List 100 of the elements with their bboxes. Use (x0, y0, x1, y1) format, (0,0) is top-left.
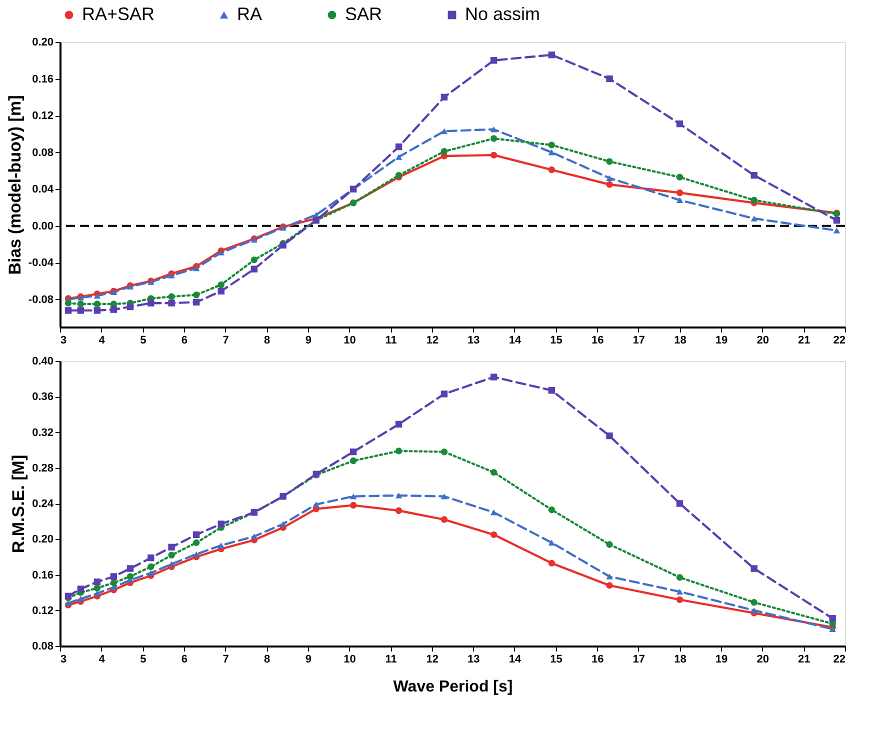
point (676, 500, 684, 507)
x-tick-label: 16 (591, 334, 604, 346)
x-tick-label: 9 (305, 654, 312, 666)
legend-label: SAR (345, 4, 382, 24)
point (548, 506, 556, 514)
x-tick-label: 21 (798, 654, 810, 666)
x-tick-label: 7 (222, 334, 229, 346)
point (676, 574, 684, 581)
point (395, 507, 402, 514)
point (192, 551, 200, 558)
point (148, 554, 154, 562)
point (350, 493, 357, 500)
legend-label: No assim (465, 4, 540, 24)
point (676, 588, 684, 595)
y-tick-label: 0.12 (32, 110, 54, 122)
point (148, 300, 154, 306)
point (192, 291, 200, 298)
point (440, 493, 448, 500)
point (168, 552, 175, 559)
x-tick-label: 17 (632, 334, 646, 346)
point (490, 57, 498, 64)
y-tick-label: 0.20 (32, 534, 54, 546)
y-tick-label: 0.16 (32, 73, 54, 86)
point (490, 126, 498, 132)
y-axis-title: R.M.S.E. [M] (9, 454, 28, 554)
point (490, 374, 498, 380)
point (750, 565, 758, 572)
point (218, 542, 224, 548)
point (77, 586, 84, 592)
point (126, 573, 134, 580)
point (350, 457, 357, 464)
point (350, 502, 357, 509)
x-tick-label: 4 (98, 334, 106, 346)
point (192, 265, 200, 272)
point (833, 217, 840, 224)
point (676, 120, 684, 128)
point (606, 432, 613, 440)
point (77, 307, 84, 314)
y-tick-label: 0.00 (32, 220, 54, 232)
point (750, 607, 758, 614)
point (676, 174, 684, 180)
y-tick-label: 0.24 (32, 498, 54, 510)
point (168, 561, 175, 567)
y-tick-label: 0.08 (32, 146, 54, 159)
x-tick-label: 11 (385, 654, 397, 666)
point (440, 448, 448, 456)
point (94, 578, 101, 586)
point (192, 531, 200, 538)
point (490, 531, 498, 538)
point (440, 148, 448, 155)
x-tick-label: 4 (98, 654, 106, 666)
x-tick-label: 19 (715, 334, 728, 346)
point (548, 540, 556, 546)
point (676, 197, 684, 204)
x-tick-label: 15 (550, 334, 562, 346)
x-tick-label: 6 (181, 334, 188, 346)
point (548, 387, 556, 394)
point (250, 266, 258, 272)
point (833, 228, 840, 234)
point (77, 300, 84, 308)
y-tick-label: 0.04 (32, 184, 54, 196)
point (110, 579, 118, 586)
y-tick-label: 0.28 (32, 462, 54, 474)
x-tick-label: 13 (468, 654, 480, 666)
x-tick-label: 18 (674, 654, 686, 666)
point (490, 510, 498, 516)
point (750, 172, 758, 179)
point (548, 149, 556, 156)
y-tick-label: 0.08 (32, 640, 54, 652)
point (606, 175, 613, 181)
x-tick-label: 3 (60, 334, 67, 346)
x-tick-label: 7 (222, 654, 229, 666)
x-tick-label: 17 (632, 654, 646, 666)
x-tick-label: 10 (344, 334, 356, 346)
point (168, 293, 175, 300)
x-tick-label: 11 (385, 334, 397, 346)
x-tick-label: 5 (140, 334, 146, 346)
point (168, 272, 175, 278)
point (440, 516, 448, 523)
y-tick-label: 0.16 (32, 569, 54, 582)
point (829, 615, 836, 622)
point (350, 448, 357, 456)
x-tick-label: 22 (833, 334, 846, 346)
point (548, 52, 556, 58)
point (440, 128, 448, 134)
point (606, 582, 613, 589)
point (192, 539, 200, 546)
point (110, 573, 118, 580)
y-axis-title: Bias (model-buoy) [m] (5, 95, 24, 275)
point (606, 541, 613, 548)
x-tick-label: 14 (508, 334, 522, 346)
x-tick-label: 9 (305, 334, 312, 346)
point (280, 521, 286, 527)
point (126, 565, 134, 572)
point (548, 142, 556, 148)
point (192, 298, 200, 306)
point (218, 288, 224, 294)
y-tick-label: 0.32 (32, 426, 54, 439)
x-tick-label: 8 (264, 334, 270, 346)
point (606, 574, 613, 580)
